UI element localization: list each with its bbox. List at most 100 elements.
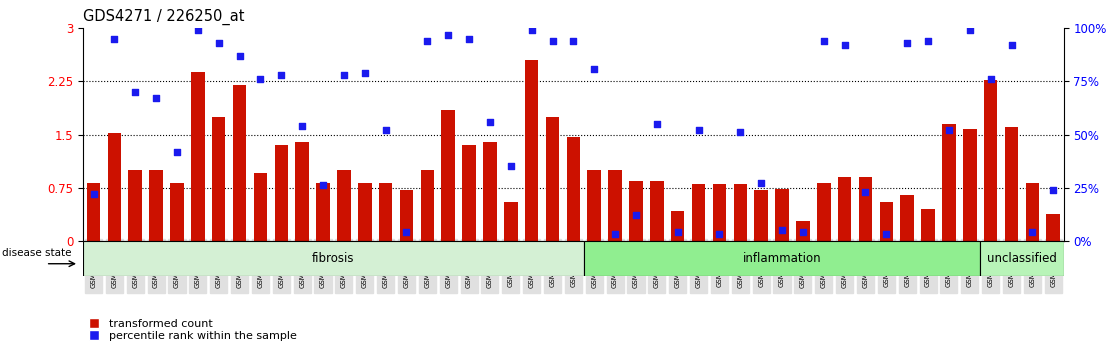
Point — [377, 127, 394, 133]
Bar — [296, 142, 309, 241]
Bar — [901, 195, 914, 241]
Bar — [942, 124, 956, 241]
Point — [440, 32, 458, 38]
Bar — [462, 145, 475, 241]
Bar — [150, 170, 163, 241]
Point — [1024, 229, 1042, 235]
Point — [105, 36, 123, 42]
Point — [502, 164, 520, 169]
Bar — [1005, 127, 1018, 241]
Bar — [358, 183, 371, 241]
Point — [899, 40, 916, 46]
Bar — [483, 142, 496, 241]
Point — [398, 229, 416, 235]
Point — [315, 183, 332, 188]
Bar — [712, 184, 726, 241]
Bar — [337, 170, 350, 241]
Bar — [441, 110, 455, 241]
Bar — [566, 137, 581, 241]
Bar — [691, 184, 706, 241]
Point — [835, 42, 853, 48]
Bar — [212, 117, 226, 241]
Bar — [880, 202, 893, 241]
Bar — [776, 189, 789, 241]
Bar — [504, 202, 517, 241]
Point — [168, 149, 186, 154]
Bar — [1046, 214, 1060, 241]
Point — [523, 28, 541, 33]
Bar — [316, 183, 330, 241]
Bar — [797, 221, 810, 241]
Bar — [546, 117, 560, 241]
Bar — [275, 145, 288, 241]
Bar — [608, 170, 622, 241]
Point — [606, 232, 624, 237]
Bar — [254, 173, 267, 241]
Point — [961, 28, 978, 33]
Point — [878, 232, 895, 237]
Point — [273, 72, 290, 78]
Point — [689, 127, 707, 133]
Point — [481, 119, 499, 125]
Bar — [755, 190, 768, 241]
Point — [627, 212, 645, 218]
Text: disease state: disease state — [2, 248, 71, 258]
Bar — [981, 241, 1064, 276]
Bar — [587, 170, 601, 241]
Bar — [963, 129, 976, 241]
Point — [773, 227, 791, 233]
Text: unclassified: unclassified — [987, 252, 1057, 265]
Point — [940, 127, 957, 133]
Point — [356, 70, 373, 76]
Legend: transformed count, percentile rank within the sample: transformed count, percentile rank withi… — [89, 319, 297, 341]
Point — [294, 123, 311, 129]
Bar — [733, 184, 747, 241]
Bar — [191, 72, 205, 241]
Point — [544, 38, 562, 44]
Text: inflammation: inflammation — [742, 252, 821, 265]
Bar — [671, 211, 685, 241]
Bar — [83, 241, 584, 276]
Point — [814, 38, 832, 44]
Bar — [525, 60, 538, 241]
Point — [419, 38, 437, 44]
Point — [710, 232, 728, 237]
Point — [648, 121, 666, 127]
Point — [84, 191, 102, 197]
Point — [752, 181, 770, 186]
Point — [126, 89, 144, 95]
Point — [982, 76, 999, 82]
Bar — [838, 177, 851, 241]
Point — [731, 130, 749, 135]
Bar — [86, 183, 101, 241]
Point — [585, 66, 603, 72]
Bar — [1026, 183, 1039, 241]
Point — [669, 229, 687, 235]
Bar — [129, 170, 142, 241]
Bar — [921, 209, 935, 241]
Point — [230, 53, 248, 59]
Point — [252, 76, 269, 82]
Text: GDS4271 / 226250_at: GDS4271 / 226250_at — [83, 8, 245, 25]
Bar — [629, 181, 643, 241]
Bar — [400, 190, 413, 241]
Point — [147, 96, 165, 101]
Bar — [233, 85, 246, 241]
Point — [565, 38, 583, 44]
Point — [460, 36, 478, 42]
Bar — [984, 80, 997, 241]
Point — [1003, 42, 1020, 48]
Point — [920, 38, 937, 44]
Bar — [379, 183, 392, 241]
Bar — [421, 170, 434, 241]
Point — [189, 28, 207, 33]
Point — [209, 40, 227, 46]
Point — [335, 72, 352, 78]
Bar — [171, 183, 184, 241]
Bar — [584, 241, 981, 276]
Bar — [859, 177, 872, 241]
Point — [1045, 187, 1063, 193]
Text: fibrosis: fibrosis — [312, 252, 355, 265]
Bar — [650, 181, 664, 241]
Bar — [107, 133, 121, 241]
